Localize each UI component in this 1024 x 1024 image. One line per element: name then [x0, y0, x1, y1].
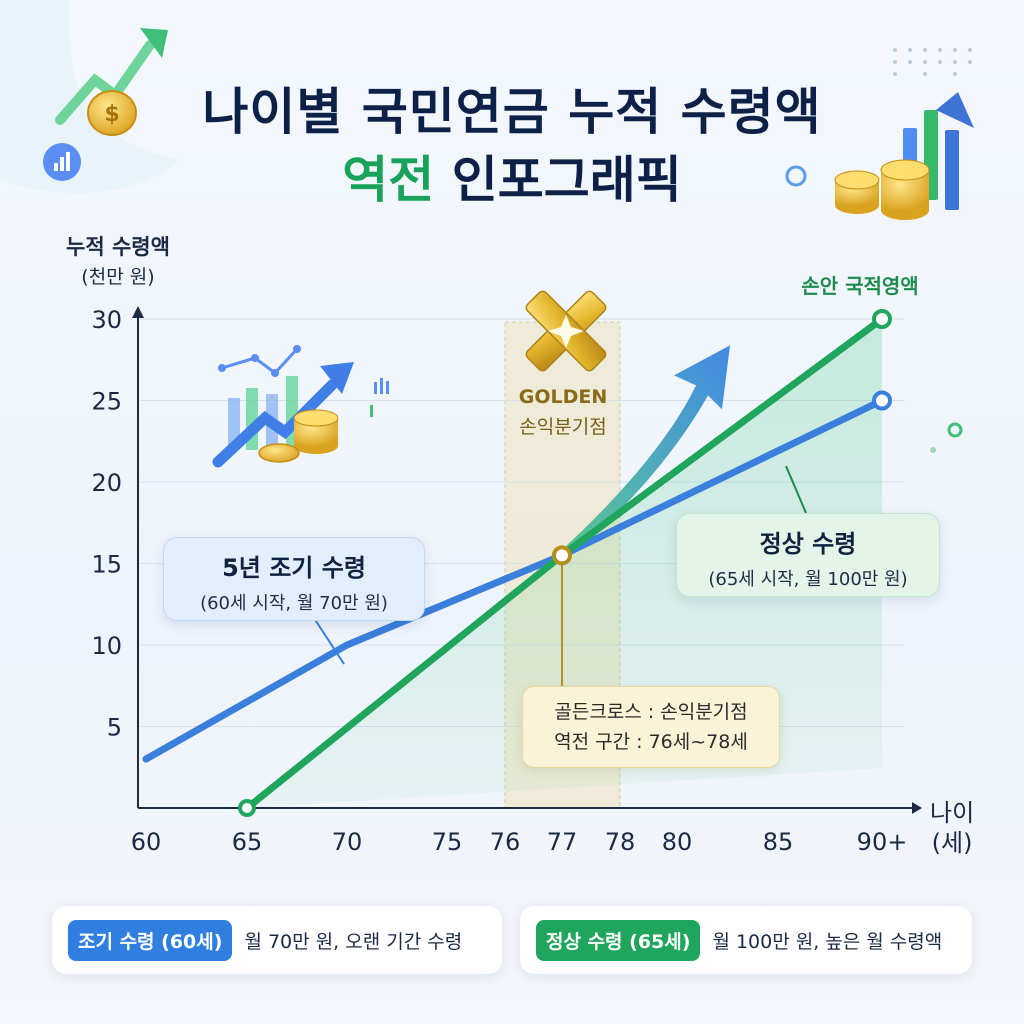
- decor-dot: [930, 447, 936, 453]
- x-tick-label: 75: [432, 828, 463, 856]
- normal-callout-title: 정상 수령: [759, 530, 857, 558]
- x-tick-label: 65: [232, 828, 263, 856]
- title-line-2: 역전 인포그래픽: [0, 140, 1024, 212]
- legend-early: 조기 수령 (60세) 월 70만 원, 오랜 기간 수령: [52, 906, 502, 974]
- y-tick-label: 20: [91, 469, 122, 497]
- decor-ring: [947, 422, 963, 438]
- legend-normal: 정상 수령 (65세) 월 100만 원, 높은 월 수령액: [520, 906, 972, 974]
- coin-stack-icon: [834, 159, 930, 220]
- y-ticks: 5 10 15 20 25 30: [91, 306, 122, 742]
- x-tick-label: 80: [662, 828, 693, 856]
- normal-callout: 정상 수령 (65세 시작, 월 100만 원): [676, 513, 940, 597]
- crossover-point: [552, 545, 572, 566]
- y-axis-label-title: 누적 수령액: [66, 235, 170, 259]
- y-axis-label: 누적 수령액 (천만 원): [66, 232, 170, 292]
- crossover-callout: 골든크로스 : 손익분기점 역전 구간 : 76세~78세: [522, 686, 780, 768]
- point-normal-start: [238, 799, 256, 817]
- x-tick-label: 78: [605, 828, 636, 856]
- early-callout: 5년 조기 수령 (60세 시작, 월 70만 원): [163, 537, 425, 621]
- zone-label: 손안 국적영액: [801, 274, 919, 298]
- x-axis-arrow: [912, 802, 922, 814]
- normal-callout-subtitle: (65세 시작, 월 100만 원): [708, 569, 908, 590]
- legend-early-text: 월 70만 원, 오랜 기간 수령: [244, 930, 463, 953]
- y-axis-arrow: [132, 306, 144, 318]
- x-tick-label: 90+: [857, 828, 908, 856]
- title-line-1: 나이별 국민연금 누적 수령액: [202, 83, 822, 141]
- title-rest: 인포그래픽: [451, 151, 682, 209]
- golden-cross-icon: [525, 290, 607, 372]
- x-tick-label: 70: [332, 828, 363, 856]
- early-callout-title: 5년 조기 수령: [222, 554, 366, 582]
- bar-chart-icon: [785, 92, 974, 210]
- x-axis-label-unit: (세): [931, 829, 973, 857]
- normal-callout-connector: [785, 465, 807, 514]
- legend-normal-text: 월 100만 원, 높은 월 수령액: [712, 930, 943, 953]
- x-axis-label-title: 나이: [930, 799, 975, 827]
- coin-icon: $: [87, 90, 137, 136]
- growth-arrow-icon: [558, 345, 730, 560]
- svg-text:$: $: [104, 102, 119, 127]
- early-callout-connector: [313, 617, 345, 665]
- growth-illustration-icon: [212, 345, 389, 468]
- x-axis-label: 나이 (세): [930, 798, 974, 858]
- x-tick-label: 76: [490, 828, 521, 856]
- y-tick-label: 10: [91, 632, 122, 660]
- y-tick-label: 30: [91, 306, 122, 334]
- point-normal-end: [872, 309, 892, 329]
- x-tick-label: 77: [547, 828, 578, 856]
- x-ticks: 60 65 70 75 76 77 78 80 85 90+: [131, 828, 908, 856]
- rising-arrow-icon: [55, 28, 168, 125]
- decor-dots: [893, 48, 972, 76]
- title-accent: 역전: [342, 151, 435, 209]
- crossover-callout-line-1: 골든크로스 : 손익분기점: [554, 701, 748, 723]
- y-axis-label-unit: (천만 원): [81, 266, 155, 288]
- y-tick-label: 15: [91, 551, 122, 579]
- decor-swoosh: [0, 0, 180, 194]
- x-tick-label: 60: [131, 828, 162, 856]
- point-early-end: [872, 390, 892, 411]
- legend-early-pill: 조기 수령 (60세): [68, 919, 233, 961]
- early-callout-subtitle: (60세 시작, 월 70만 원): [200, 593, 388, 614]
- golden-label: GOLDEN: [518, 386, 608, 408]
- crossover-callout-line-2: 역전 구간 : 76세~78세: [554, 731, 748, 753]
- y-tick-label: 5: [107, 714, 122, 742]
- golden-sublabel: 손익분기점: [519, 416, 607, 438]
- legend-normal-pill: 정상 수령 (65세): [536, 919, 701, 961]
- bar-chart-icon: [43, 143, 81, 181]
- series-line-early: [142, 397, 886, 763]
- y-tick-label: 25: [91, 388, 122, 416]
- x-tick-label: 85: [763, 828, 794, 856]
